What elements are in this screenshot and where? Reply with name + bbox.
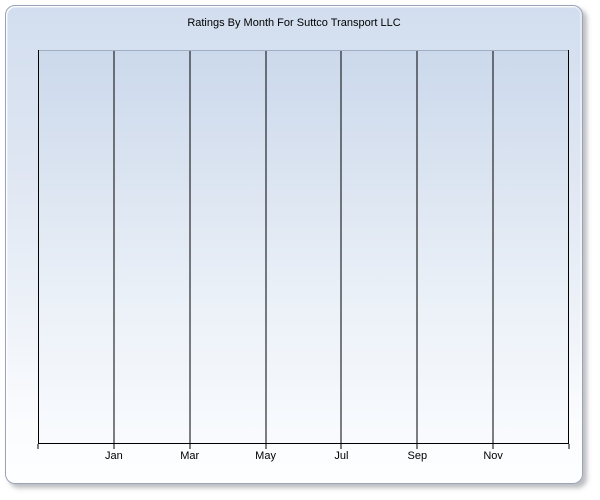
y-axis-line [38, 50, 39, 444]
x-gridline [340, 51, 342, 443]
chart-widget: Ratings By Month For Suttco Transport LL… [5, 5, 583, 484]
x-tick-label: Mar [180, 450, 200, 462]
x-axis-tick [265, 444, 267, 449]
x-axis-tick [416, 444, 418, 449]
x-tick-label: Jan [104, 450, 123, 462]
x-tick-label: Nov [483, 450, 503, 462]
x-gridline [492, 51, 494, 443]
x-axis-tick [492, 444, 494, 449]
x-gridline [416, 51, 418, 443]
chart-title: Ratings By Month For Suttco Transport LL… [187, 17, 401, 29]
x-axis-tick [113, 444, 115, 449]
plot-area [37, 50, 570, 449]
x-axis-line [38, 443, 569, 444]
x-tick-label: May [255, 450, 276, 462]
x-axis-tick [37, 444, 39, 449]
plot-top-border [38, 50, 569, 51]
x-axis-tick [340, 444, 342, 449]
x-gridline [113, 51, 115, 443]
x-tick-label: Sep [407, 450, 428, 462]
plot-right-border [568, 50, 569, 444]
x-tick-label: Jul [334, 450, 349, 462]
x-axis-tick [189, 444, 191, 449]
x-gridline [189, 51, 191, 443]
x-axis-labels: Jan Mar May Jul Sep Nov [38, 448, 569, 464]
x-axis-tick [568, 444, 570, 449]
x-gridline [265, 51, 267, 443]
